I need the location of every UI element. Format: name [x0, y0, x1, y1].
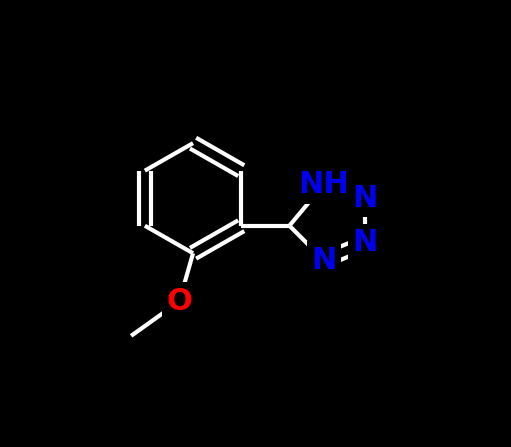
Text: O: O	[167, 287, 192, 316]
Text: N: N	[353, 184, 378, 213]
Text: N: N	[311, 246, 337, 274]
Text: N: N	[353, 228, 378, 257]
Text: NH: NH	[298, 170, 349, 199]
